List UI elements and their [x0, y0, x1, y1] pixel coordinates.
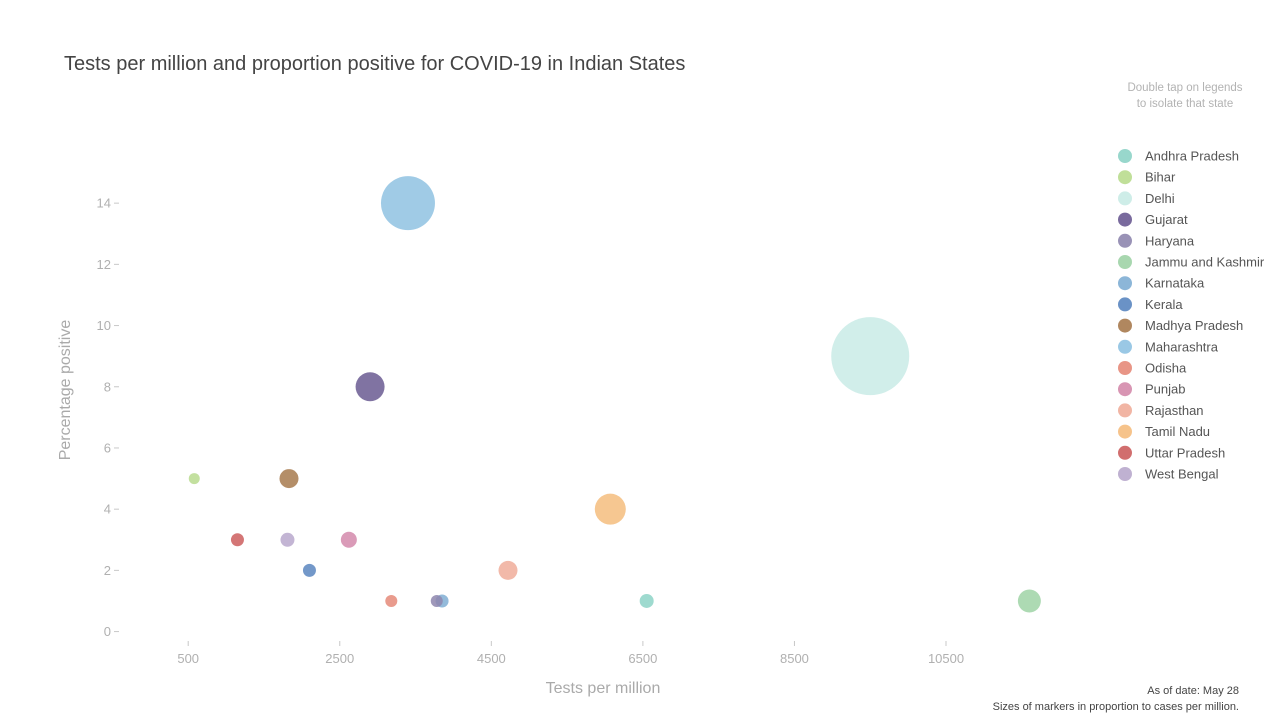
chart-title: Tests per million and proportion positiv…: [64, 53, 685, 75]
marker-andhra-pradesh[interactable]: [639, 593, 654, 608]
legend-item-odisha[interactable]: Odisha: [1118, 361, 1187, 376]
marker-bihar[interactable]: [188, 473, 200, 485]
x-tick-label: 8500: [780, 651, 809, 666]
legend-item-jammu-and-kashmir[interactable]: Jammu and Kashmir: [1118, 255, 1265, 270]
legend-hint-line-1: Double tap on legends: [1127, 82, 1242, 94]
legend-label: Bihar: [1145, 170, 1176, 185]
legend-swatch: [1118, 297, 1132, 312]
legend-swatch: [1118, 424, 1132, 439]
x-tick-label: 4500: [477, 651, 506, 666]
legend-label: Rajasthan: [1145, 403, 1204, 418]
footnote-date: As of date: May 28: [1147, 685, 1239, 697]
y-axis-title: Percentage positive: [57, 320, 74, 461]
legend-swatch: [1118, 339, 1132, 354]
marker-gujarat[interactable]: [355, 372, 385, 402]
legend-label: Maharashtra: [1145, 339, 1219, 354]
legend-label: Delhi: [1145, 191, 1175, 206]
legend-label: Karnataka: [1145, 276, 1205, 291]
legend-item-maharashtra[interactable]: Maharashtra: [1118, 339, 1219, 354]
marker-uttar-pradesh[interactable]: [230, 533, 244, 547]
y-tick-label: 10: [97, 318, 111, 333]
marker-odisha[interactable]: [385, 594, 398, 607]
legend-item-haryana[interactable]: Haryana: [1118, 233, 1195, 248]
marker-haryana[interactable]: [430, 594, 443, 607]
marker-jammu-and-kashmir[interactable]: [1017, 589, 1041, 613]
legend-item-kerala[interactable]: Kerala: [1118, 297, 1183, 312]
legend-swatch: [1118, 170, 1132, 185]
legend-item-madhya-pradesh[interactable]: Madhya Pradesh: [1118, 318, 1243, 333]
legend-swatch: [1118, 212, 1132, 227]
y-tick-label: 2: [104, 563, 111, 578]
legend-swatch: [1118, 403, 1132, 418]
legend-label: Haryana: [1145, 233, 1195, 248]
y-tick-label: 4: [104, 502, 111, 517]
marker-west-bengal[interactable]: [280, 532, 295, 547]
legend-swatch: [1118, 276, 1132, 291]
legend-swatch: [1118, 255, 1132, 269]
marker-tamil-nadu[interactable]: [594, 493, 626, 525]
legend-item-punjab[interactable]: Punjab: [1118, 382, 1185, 397]
legend-swatch: [1118, 191, 1132, 206]
x-tick-label: 500: [177, 651, 199, 666]
legend-label: Uttar Pradesh: [1145, 445, 1225, 460]
legend-label: Odisha: [1145, 361, 1187, 376]
markers-layer: [188, 176, 1041, 613]
legend-item-tamil-nadu[interactable]: Tamil Nadu: [1118, 424, 1210, 439]
legend-swatch: [1118, 318, 1132, 333]
x-tick-label: 10500: [928, 651, 964, 666]
legend-swatch: [1118, 382, 1132, 397]
legend-label: Kerala: [1145, 297, 1183, 312]
x-axis: 500 2500 4500 6500 8500 10500: [177, 641, 964, 666]
legend-swatch: [1118, 149, 1132, 163]
legend-hint-line-2: to isolate that state: [1137, 98, 1234, 110]
marker-punjab[interactable]: [340, 531, 357, 548]
x-tick-label: 2500: [325, 651, 354, 666]
marker-maharashtra[interactable]: [380, 176, 435, 231]
marker-kerala[interactable]: [302, 563, 316, 577]
legend-label: Madhya Pradesh: [1145, 318, 1243, 333]
y-tick-label: 12: [97, 257, 111, 272]
legend-label: Jammu and Kashmir: [1145, 255, 1265, 270]
legend-item-bihar[interactable]: Bihar: [1118, 170, 1176, 185]
legend-swatch: [1118, 233, 1132, 248]
legend-item-andhra-pradesh[interactable]: Andhra Pradesh: [1118, 149, 1239, 164]
legend-label: Andhra Pradesh: [1145, 149, 1239, 164]
legend-label: Gujarat: [1145, 212, 1188, 227]
legend-swatch: [1118, 361, 1132, 375]
legend: Andhra Pradesh Bihar Delhi Gujarat Haryana Ja…: [1118, 149, 1265, 482]
legend-swatch: [1118, 445, 1132, 460]
y-tick-label: 8: [104, 379, 111, 394]
legend-item-gujarat[interactable]: Gujarat: [1118, 212, 1188, 227]
legend-item-karnataka[interactable]: Karnataka: [1118, 276, 1205, 291]
marker-madhya-pradesh[interactable]: [279, 469, 299, 489]
legend-item-rajasthan[interactable]: Rajasthan: [1118, 403, 1204, 418]
legend-label: Tamil Nadu: [1145, 424, 1210, 439]
marker-delhi[interactable]: [831, 317, 910, 396]
legend-label: West Bengal: [1145, 467, 1219, 482]
y-tick-label: 6: [104, 440, 111, 455]
x-axis-title: Tests per million: [546, 680, 661, 697]
legend-item-uttar-pradesh[interactable]: Uttar Pradesh: [1118, 445, 1225, 460]
legend-item-west-bengal[interactable]: West Bengal: [1118, 467, 1219, 482]
legend-label: Punjab: [1145, 382, 1185, 397]
y-tick-label: 0: [104, 624, 111, 639]
x-tick-label: 6500: [628, 651, 657, 666]
y-axis: 0 2 4 6 8 10 12 14: [97, 196, 119, 639]
y-tick-label: 14: [97, 196, 111, 211]
legend-swatch: [1118, 467, 1132, 481]
marker-rajasthan[interactable]: [498, 560, 518, 580]
footnote-marker-size: Sizes of markers in proportion to cases …: [993, 701, 1239, 713]
legend-item-delhi[interactable]: Delhi: [1118, 191, 1175, 206]
